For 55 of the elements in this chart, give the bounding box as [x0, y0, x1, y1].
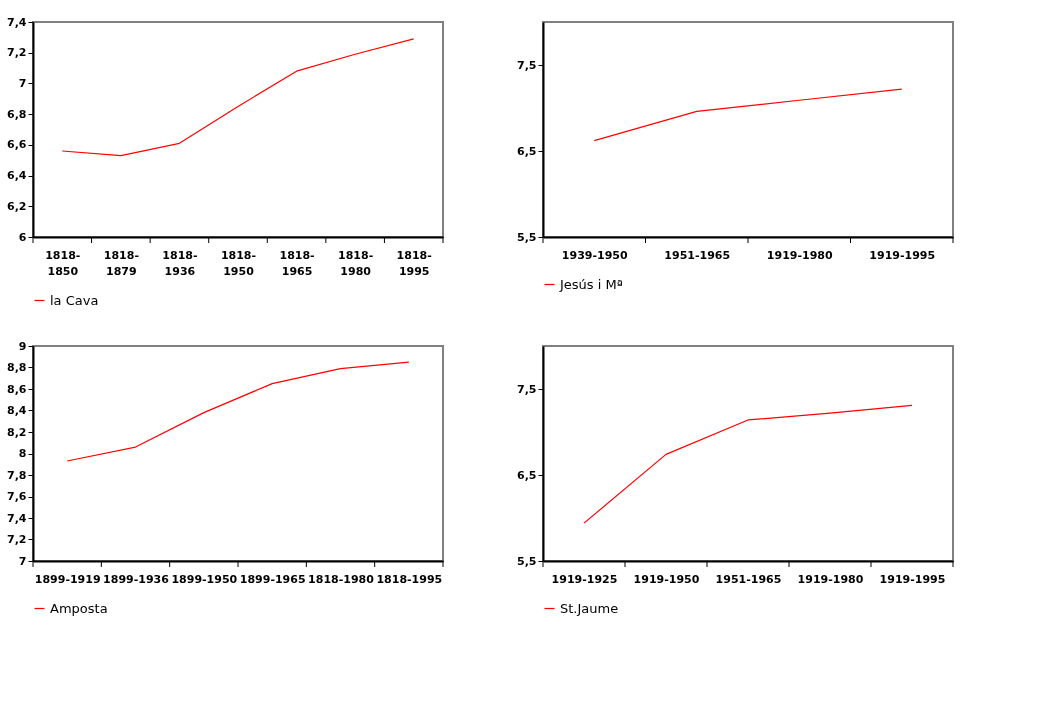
x-tick-label: 1818-1980 [308, 572, 375, 586]
x-tick-label: 1919-1950 [633, 572, 700, 586]
y-tick-label: 7 [18, 76, 27, 90]
y-tick-label: 7,8 [7, 468, 27, 482]
y-tick-label: 8 [18, 447, 27, 460]
x-tick-label: 1919-1980 [766, 248, 833, 262]
y-tick-label: 6,6 [7, 138, 27, 152]
x-tick-label: 1818-1879 [103, 248, 139, 278]
line-series [61, 38, 415, 157]
line-series [593, 88, 903, 142]
x-tick-label: 1818-1965 [279, 248, 315, 278]
y-tick-label: 6 [18, 230, 27, 244]
x-tick-label: 1818-1950 [220, 248, 257, 278]
y-tick-label: 5,5 [517, 230, 537, 244]
x-tick-label: 1899-1965 [239, 572, 306, 586]
legend-label: Amposta [50, 600, 108, 616]
line-series [66, 361, 410, 462]
x-tick-label: 1919-1925 [551, 572, 618, 586]
x-tick-label: 1899-1936 [103, 572, 170, 586]
y-tick-label: 8,4 [7, 404, 27, 417]
x-tick-label: 1818-1995 [376, 572, 443, 586]
y-tick-label: 6,2 [7, 199, 27, 213]
x-tick-label: 1919-1995 [869, 248, 936, 262]
y-tick-label: 7,6 [7, 490, 27, 503]
y-tick-label: 6,5 [517, 468, 537, 482]
x-tick-label: 1919-1995 [879, 572, 946, 586]
y-tick-label: 7,2 [7, 533, 27, 546]
y-tick-label: 5,5 [517, 554, 537, 568]
legend-label: la Cava [50, 292, 99, 308]
x-tick-label: 1951-1965 [664, 248, 731, 262]
y-tick-label: 8,8 [7, 361, 27, 374]
y-tick-label: 8,6 [7, 382, 27, 396]
x-tick-label: 1951-1965 [715, 572, 782, 586]
line-series [583, 404, 913, 524]
y-tick-label: 7,4 [7, 511, 27, 525]
x-tick-label: 1818-1850 [45, 248, 81, 278]
x-tick-label: 1939-1950 [561, 248, 628, 262]
y-tick-label: 7 [18, 554, 27, 568]
y-tick-label: 6,4 [7, 169, 27, 183]
x-tick-label: 1818-1995 [396, 248, 432, 278]
y-tick-label: 7,5 [517, 58, 537, 72]
y-tick-label: 8,2 [7, 425, 27, 439]
legend-label: St.Jaume [560, 600, 619, 616]
y-tick-label: 7,5 [517, 382, 537, 396]
y-tick-label: 6,8 [7, 107, 27, 121]
x-tick-label: 1818-1980 [338, 248, 374, 278]
legend-label: Jesús i Mª [559, 276, 623, 292]
x-tick-label: 1919-1980 [797, 572, 864, 586]
x-tick-label: 1818-1936 [162, 248, 198, 278]
y-tick-label: 7,4 [7, 15, 27, 29]
y-tick-label: 7,2 [7, 46, 27, 60]
y-tick-label: 9 [18, 339, 27, 353]
x-tick-label: 1899-1919 [34, 572, 101, 586]
y-tick-label: 6,5 [517, 144, 537, 158]
x-tick-label: 1899-1950 [171, 572, 238, 586]
